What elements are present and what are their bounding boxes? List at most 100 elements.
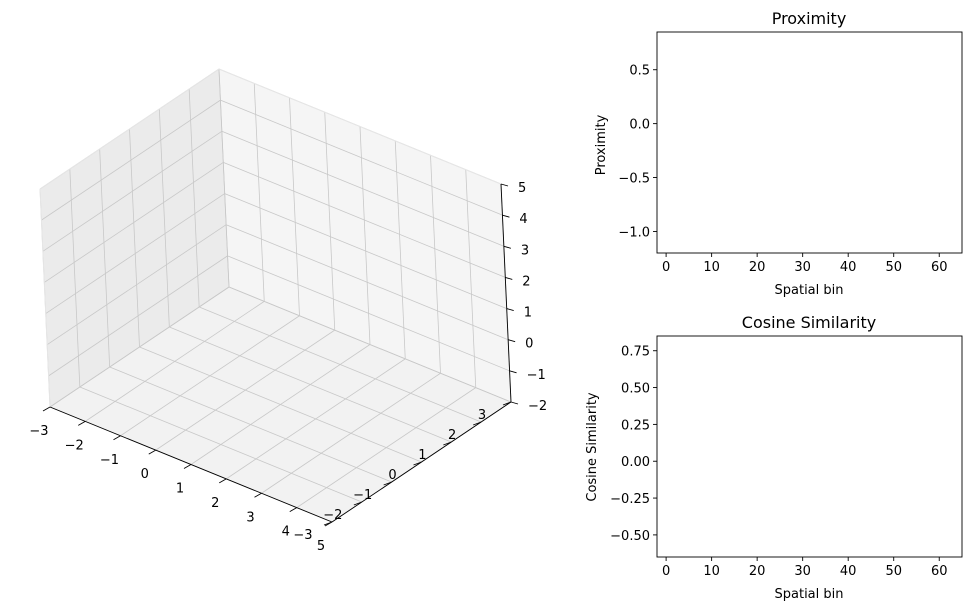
z-gridline: [223, 162, 506, 278]
x-gridline: [465, 169, 477, 388]
cosine-title: Cosine Similarity: [742, 313, 876, 332]
x-gridline: [253, 83, 265, 302]
z-tick-label: 1: [524, 306, 532, 321]
z-tick-label: 0: [525, 337, 533, 352]
x-tick-label: 0: [141, 467, 149, 482]
y-tick-mark: [383, 481, 392, 486]
y-tick-label: −1: [353, 488, 372, 503]
proximity-x-tick-label: 40: [840, 260, 857, 275]
proximity-y-tick-label: −0.5: [618, 172, 650, 187]
y-gridline: [199, 306, 482, 423]
x-gridline: [289, 97, 300, 316]
y-tick-label: 1: [418, 448, 426, 463]
z-gridline: [228, 286, 512, 403]
x-tick-label: 4: [282, 525, 290, 540]
x-tick-label: 5: [317, 539, 325, 554]
z-tick-mark: [505, 276, 513, 280]
cosine-x-tick-label: 60: [931, 564, 948, 579]
x-tick-label: 3: [246, 510, 254, 525]
z-gridline: [225, 224, 509, 341]
y-tick-mark: [353, 501, 362, 506]
z-gridline: [227, 255, 510, 372]
proximity-panel: Proximity 0 10 20 30 40 50 60 −1.0 −0.5 0.0 0.5 S…: [594, 9, 963, 298]
proximity-y-tick-label: 0.0: [629, 118, 650, 133]
cosine-x-tick-label: 30: [794, 564, 811, 579]
y-gridline: [139, 346, 422, 463]
cosine-x-tick-label: 0: [662, 564, 670, 579]
x-gridline: [394, 140, 406, 359]
z-gridline: [220, 99, 503, 216]
proximity-x-label: Spatial bin: [775, 283, 844, 298]
proximity-x-tick-label: 0: [662, 260, 670, 275]
y-tick-label: 2: [448, 428, 456, 443]
z-tick-mark: [502, 214, 510, 218]
cosine-y-tick-label: 0.50: [621, 382, 650, 397]
cosine-y-tick-label: −0.25: [610, 492, 650, 507]
x-tick-mark: [42, 406, 51, 412]
x-tick-mark: [113, 435, 121, 441]
z-tick-mark: [503, 245, 511, 249]
y-gridline: [158, 108, 170, 328]
x-gridline: [359, 126, 371, 345]
z-tick-mark: [509, 370, 517, 374]
cosine-y-label: Cosine Similarity: [585, 392, 600, 502]
y-gridline: [99, 148, 111, 368]
y-gridline: [79, 386, 362, 503]
cosine-x-tick-label: 10: [703, 564, 720, 579]
proximity-y-tick-label: 0.5: [629, 64, 650, 79]
cosine-plot-area: [656, 335, 963, 558]
z-gridline: [46, 224, 227, 346]
cosine-y-tick-label: 0.25: [621, 418, 650, 433]
z-tick-label: 2: [522, 274, 530, 289]
y-gridline: [109, 366, 392, 483]
y-tick-mark: [443, 441, 452, 446]
y-gridline: [218, 68, 230, 288]
y-tick-mark: [502, 401, 512, 406]
y-tick-label: −2: [323, 508, 342, 523]
z-tick-mark: [510, 401, 519, 405]
z-tick-label: −2: [528, 399, 547, 414]
proximity-x-ticks: 0 10 20 30 40 50 60: [662, 253, 948, 275]
proximity-y-label: Proximity: [594, 114, 609, 175]
cosine-y-tick-label: 0.00: [621, 455, 650, 470]
z-axis-line: [500, 183, 512, 403]
proximity-title: Proximity: [772, 9, 847, 28]
cosine-x-ticks: 0 10 20 30 40 50 60: [662, 557, 948, 579]
proximity-x-tick-label: 60: [931, 260, 948, 275]
z-gridline: [221, 130, 505, 247]
cosine-x-tick-label: 20: [749, 564, 766, 579]
y-gridline: [129, 128, 140, 348]
pane-edge: [39, 188, 51, 408]
z-tick-label: −1: [527, 368, 546, 383]
x-tick-label: 2: [211, 496, 219, 511]
proximity-y-ticks: −1.0 −0.5 0.0 0.5: [618, 64, 657, 240]
cosine-panel: Cosine Similarity 0 10 20 30 40 50 60 −0.50−0.…: [585, 313, 963, 602]
z-gridline: [45, 193, 225, 314]
z-gridline: [48, 255, 228, 377]
proximity-x-tick-label: 30: [794, 260, 811, 275]
z-gridline: [41, 99, 221, 221]
x-tick-label: 1: [176, 482, 184, 497]
x-tick-mark: [78, 420, 86, 426]
x-tick-mark: [183, 464, 192, 469]
z-gridline: [42, 130, 223, 252]
y-tick-label: 0: [388, 468, 396, 483]
z-tick-mark: [500, 183, 509, 187]
cosine-x-tick-label: 50: [885, 564, 902, 579]
y-tick-mark: [413, 461, 422, 466]
x-tick-label: −3: [29, 424, 48, 439]
z-gridline: [44, 162, 224, 283]
z-tick-label: 5: [518, 181, 526, 196]
z-tick-mark: [508, 339, 516, 343]
x-tick-mark: [254, 492, 262, 498]
y-gridline: [169, 326, 452, 443]
cosine-y-tick-label: 0.75: [621, 345, 650, 360]
proximity-plot-area: [656, 31, 963, 254]
pane-edge: [218, 68, 502, 185]
cosine-x-tick-label: 40: [840, 564, 857, 579]
y-tick-label: −3: [293, 528, 312, 543]
cosine-y-tick-label: −0.50: [610, 529, 650, 544]
x-tick-mark: [289, 507, 297, 513]
cosine-y-ticks: −0.50 −0.25 0.00 0.25 0.50 0.75: [610, 345, 657, 544]
